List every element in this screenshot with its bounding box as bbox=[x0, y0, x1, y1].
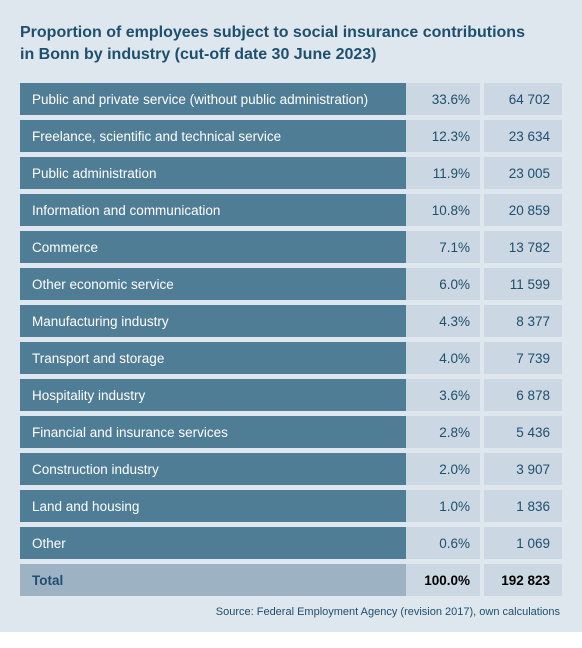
row-label: Public administration bbox=[20, 157, 406, 189]
table-row: Manufacturing industry4.3%8 377 bbox=[20, 305, 562, 337]
row-count: 13 782 bbox=[484, 231, 562, 263]
row-count: 11 599 bbox=[484, 268, 562, 300]
table-row: Financial and insurance services2.8%5 43… bbox=[20, 416, 562, 448]
row-count: 23 634 bbox=[484, 120, 562, 152]
row-count: 1 069 bbox=[484, 527, 562, 559]
row-percent: 3.6% bbox=[406, 379, 480, 411]
row-percent: 11.9% bbox=[406, 157, 480, 189]
row-label: Freelance, scientific and technical serv… bbox=[20, 120, 406, 152]
row-label: Land and housing bbox=[20, 490, 406, 522]
row-label: Other bbox=[20, 527, 406, 559]
row-label: Information and communication bbox=[20, 194, 406, 226]
row-percent: 10.8% bbox=[406, 194, 480, 226]
table-row: Other economic service6.0%11 599 bbox=[20, 268, 562, 300]
table-row: Other0.6%1 069 bbox=[20, 527, 562, 559]
table-row: Commerce7.1%13 782 bbox=[20, 231, 562, 263]
total-row: Total100.0%192 823 bbox=[20, 564, 562, 596]
row-label: Manufacturing industry bbox=[20, 305, 406, 337]
total-percent: 100.0% bbox=[406, 564, 480, 596]
row-percent: 6.0% bbox=[406, 268, 480, 300]
row-percent: 33.6% bbox=[406, 83, 480, 115]
row-count: 8 377 bbox=[484, 305, 562, 337]
row-percent: 4.0% bbox=[406, 342, 480, 374]
row-label: Transport and storage bbox=[20, 342, 406, 374]
table-row: Public administration11.9%23 005 bbox=[20, 157, 562, 189]
row-percent: 1.0% bbox=[406, 490, 480, 522]
card-title: Proportion of employees subject to socia… bbox=[20, 22, 562, 65]
table-row: Construction industry2.0%3 907 bbox=[20, 453, 562, 485]
row-count: 7 739 bbox=[484, 342, 562, 374]
row-label: Commerce bbox=[20, 231, 406, 263]
row-count: 20 859 bbox=[484, 194, 562, 226]
row-percent: 12.3% bbox=[406, 120, 480, 152]
row-percent: 0.6% bbox=[406, 527, 480, 559]
row-label: Financial and insurance services bbox=[20, 416, 406, 448]
row-label: Hospitality industry bbox=[20, 379, 406, 411]
table-row: Public and private service (without publ… bbox=[20, 83, 562, 115]
table-row: Hospitality industry3.6%6 878 bbox=[20, 379, 562, 411]
total-label: Total bbox=[20, 564, 406, 596]
table-row: Freelance, scientific and technical serv… bbox=[20, 120, 562, 152]
row-label: Other economic service bbox=[20, 268, 406, 300]
row-count: 1 836 bbox=[484, 490, 562, 522]
row-count: 5 436 bbox=[484, 416, 562, 448]
row-percent: 2.8% bbox=[406, 416, 480, 448]
stats-card: Proportion of employees subject to socia… bbox=[0, 0, 582, 632]
total-count: 192 823 bbox=[484, 564, 562, 596]
row-count: 23 005 bbox=[484, 157, 562, 189]
row-label: Construction industry bbox=[20, 453, 406, 485]
row-percent: 2.0% bbox=[406, 453, 480, 485]
row-label: Public and private service (without publ… bbox=[20, 83, 406, 115]
table-row: Land and housing1.0%1 836 bbox=[20, 490, 562, 522]
row-percent: 4.3% bbox=[406, 305, 480, 337]
title-line-2: in Bonn by industry (cut-off date 30 Jun… bbox=[20, 46, 377, 63]
table-row: Information and communication10.8%20 859 bbox=[20, 194, 562, 226]
row-percent: 7.1% bbox=[406, 231, 480, 263]
source-note: Source: Federal Employment Agency (revis… bbox=[20, 606, 562, 618]
table-row: Transport and storage4.0%7 739 bbox=[20, 342, 562, 374]
row-count: 6 878 bbox=[484, 379, 562, 411]
row-count: 3 907 bbox=[484, 453, 562, 485]
row-count: 64 702 bbox=[484, 83, 562, 115]
data-rows: Public and private service (without publ… bbox=[20, 83, 562, 596]
title-line-1: Proportion of employees subject to socia… bbox=[20, 24, 525, 41]
